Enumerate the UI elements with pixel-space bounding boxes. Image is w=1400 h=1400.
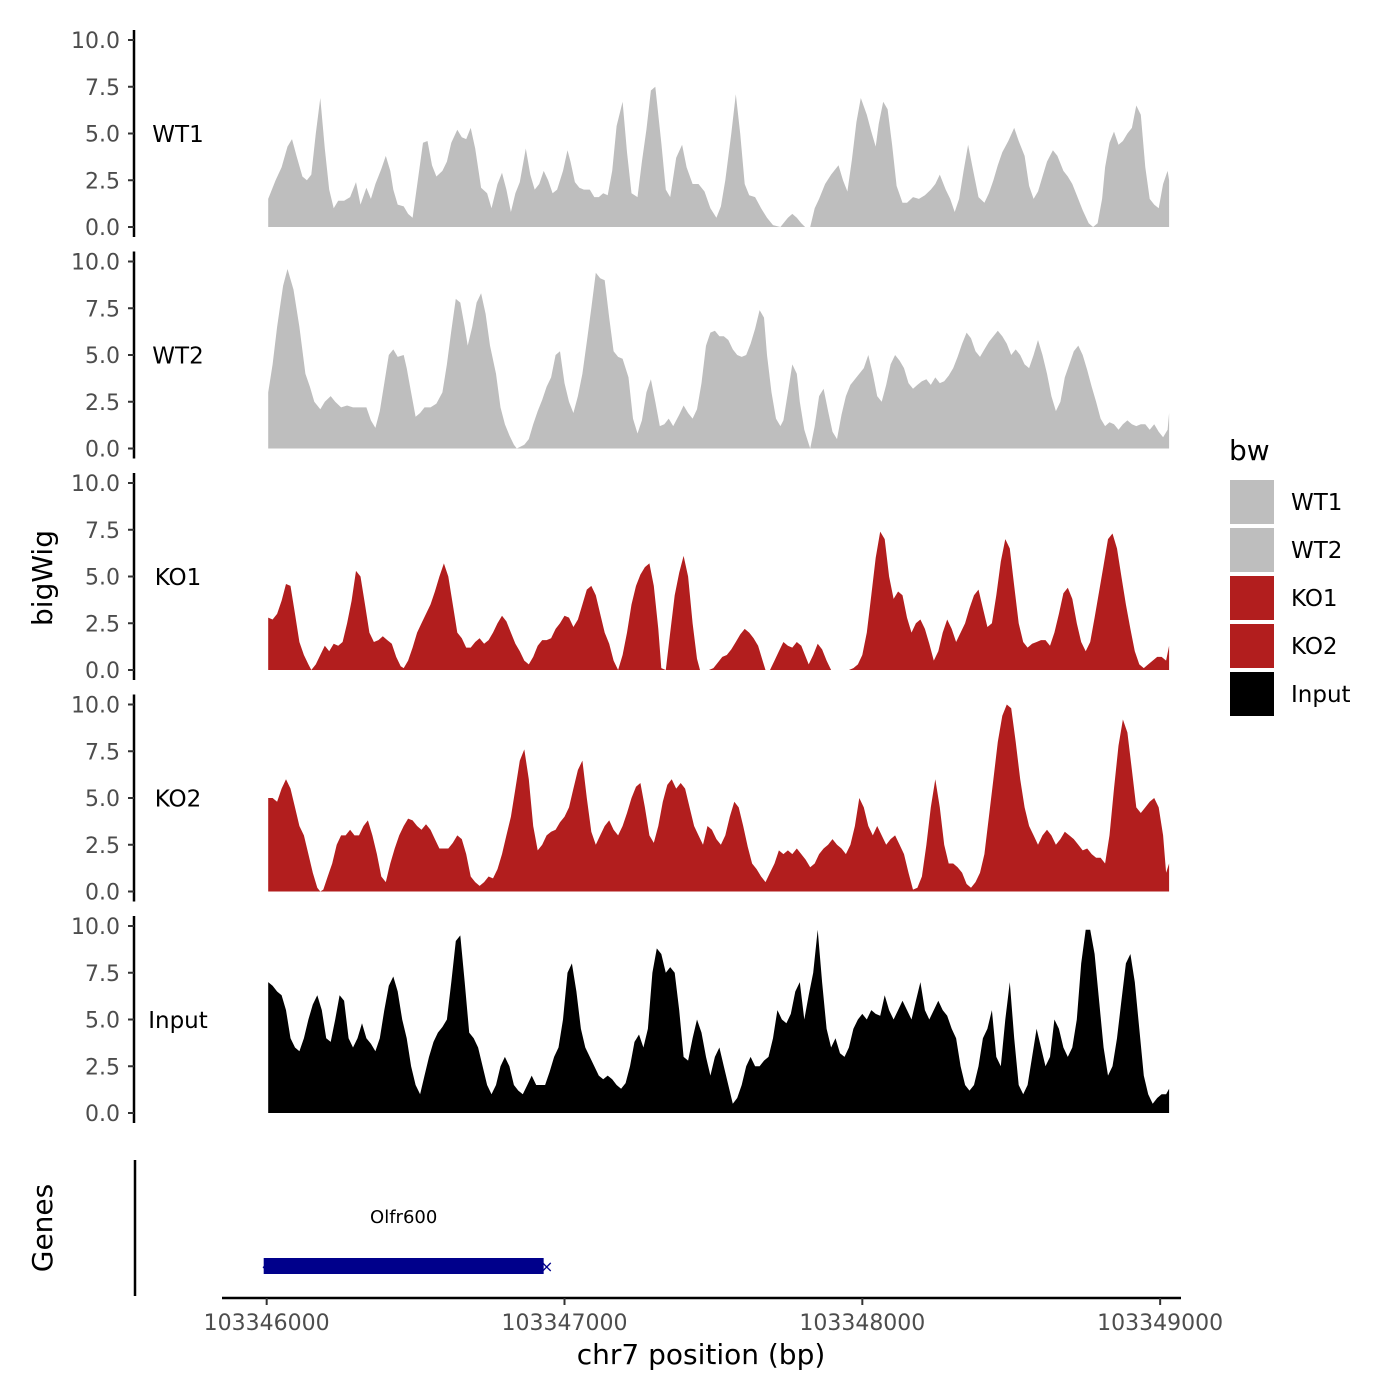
x-tick-label: 103349000 (1097, 1311, 1223, 1336)
legend: bw WT1 WT2 KO1 KO2 Input (1229, 434, 1351, 716)
area-ko1 (268, 531, 1170, 670)
area-input (268, 929, 1170, 1113)
x-tick-label: 103346000 (204, 1311, 330, 1336)
y-tick-label: 5.0 (85, 566, 120, 591)
x-axis: 103346000 103347000 103348000 103349000 (204, 1296, 1223, 1336)
track-label-ko1: KO1 (155, 565, 202, 591)
legend-key-ko1 (1230, 576, 1274, 620)
y-tick-label: 2.5 (85, 1055, 120, 1080)
legend-title: bw (1229, 434, 1270, 467)
y-tick-label: 0.0 (85, 1102, 120, 1127)
y-tick-label: 5.0 (85, 123, 120, 148)
legend-label-wt2: WT2 (1291, 538, 1342, 564)
gene-strand-mark-left: ‹ (261, 1257, 267, 1276)
y-tick-label: 0.0 (85, 659, 120, 684)
x-tick-label: 103347000 (502, 1311, 628, 1336)
track-ko2: 0.0 2.5 5.0 7.5 10.0 KO2 (71, 694, 1170, 906)
y-tick-label: 0.0 (85, 438, 120, 463)
gene-strand-mark-right: × (540, 1257, 553, 1276)
y-tick-label: 2.5 (85, 612, 120, 637)
track-panels: 0.02.55.07.510.0WT10.02.55.07.510.0WT20.… (71, 29, 1170, 1127)
track-input: 0.0 2.5 5.0 7.5 10.0 Input (71, 915, 1170, 1127)
y-tick-label: 2.5 (85, 834, 120, 859)
y-tick-label: 0.0 (85, 881, 120, 906)
y-tick-label: 7.5 (85, 740, 120, 765)
area-wt1 (268, 86, 1170, 227)
gene-track-label: Genes (26, 1184, 59, 1272)
track-label-wt2: WT2 (152, 344, 203, 370)
y-tick-label: 10.0 (71, 472, 120, 497)
track-ko1: 0.0 2.5 5.0 7.5 10.0 KO1 (71, 472, 1170, 684)
track-wt2: 0.0 2.5 5.0 7.5 10.0 WT2 (71, 251, 1170, 463)
y-tick-label: 7.5 (85, 962, 120, 987)
legend-label-input: Input (1291, 682, 1351, 708)
legend-label-ko2: KO2 (1291, 634, 1338, 660)
y-tick-label: 7.5 (85, 297, 120, 322)
x-axis-label: chr7 position (bp) (577, 1338, 826, 1371)
legend-key-input (1230, 672, 1274, 716)
gene-track: Genes ‹ × Olfr600 (26, 1160, 553, 1296)
y-tick-label: 10.0 (71, 29, 120, 54)
track-label-input: Input (148, 1008, 208, 1034)
y-tick-label: 10.0 (71, 694, 120, 719)
y-tick-label: 10.0 (71, 251, 120, 276)
y-tick-label: 0.0 (85, 216, 120, 241)
legend-key-wt2 (1230, 528, 1274, 572)
legend-key-wt1 (1230, 480, 1274, 524)
y-tick-label: 2.5 (85, 391, 120, 416)
area-wt2 (268, 269, 1170, 449)
track-label-ko2: KO2 (155, 787, 202, 813)
gene-label: Olfr600 (370, 1207, 437, 1228)
y-tick-label: 10.0 (71, 915, 120, 940)
x-tick-label: 103348000 (799, 1311, 925, 1336)
y-tick-label: 5.0 (85, 787, 120, 812)
y-tick-label: 7.5 (85, 76, 120, 101)
y-tick-label: 7.5 (85, 519, 120, 544)
y-tick-label: 5.0 (85, 1009, 120, 1034)
y-tick-label: 5.0 (85, 344, 120, 369)
legend-label-ko1: KO1 (1291, 586, 1338, 612)
track-label-wt1: WT1 (152, 122, 203, 148)
area-ko2 (268, 704, 1170, 892)
legend-label-wt1: WT1 (1291, 490, 1342, 516)
track-wt1: 0.0 2.5 5.0 7.5 10.0 WT1 (71, 29, 1170, 241)
legend-key-ko2 (1230, 624, 1274, 668)
y-tick-label: 2.5 (85, 169, 120, 194)
gene-bar[interactable] (263, 1258, 544, 1274)
y-axis-label: bigWig (26, 530, 59, 626)
